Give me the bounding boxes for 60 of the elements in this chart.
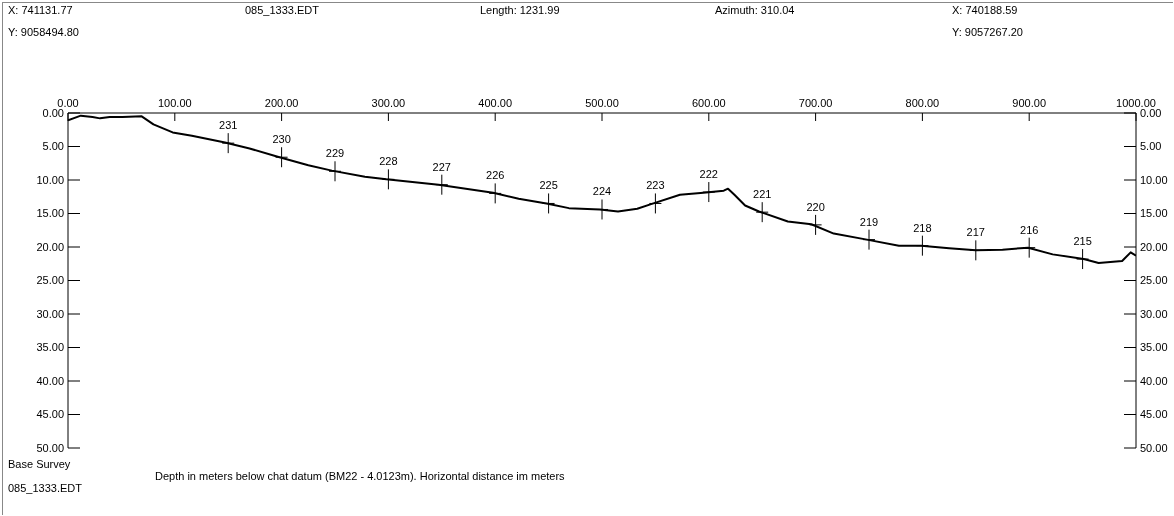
text: Azimuth: 310.04 [715,4,795,16]
y-tick-label: 50.00 [36,441,64,454]
y2-tick-label: 0.00 [1140,106,1162,119]
annotation: 230 [272,133,291,146]
x-tick-label: 700.00 [798,97,833,109]
y-tick-label: 45.00 [36,408,64,421]
y-tick-label: 0.00 [42,106,64,119]
annotation: 227 [432,160,451,173]
text: X: 741131.77 [8,4,73,16]
x-tick-label: 500.00 [585,97,619,109]
y-tick-label: 20.00 [36,240,64,253]
y2-tick-label: 5.00 [1140,140,1162,153]
y2-tick-label: 45.00 [1140,408,1168,421]
annotation: 220 [806,200,825,213]
y2-tick-label: 50.00 [1140,441,1168,454]
x-tick-label: 200.00 [264,97,299,109]
text: Length: 1231.99 [480,4,560,16]
text: Depth in meters below chat datum (BM22 - 4.0123m). Horizontal distance im meters [155,470,565,482]
x-tick-label: 400.00 [478,97,513,109]
text: Y: 9058494.80 [8,26,79,38]
y-tick-label: 25.00 [36,274,64,287]
annotation: 225 [539,179,558,192]
text: Base Survey [8,458,71,470]
x-tick-label: 300.00 [371,97,406,109]
y2-tick-label: 10.00 [1140,173,1168,186]
y-tick-label: 15.00 [36,207,64,220]
annotation: 228 [379,155,398,168]
annotation: 217 [966,226,985,239]
y-tick-label: 10.00 [36,173,64,186]
y2-tick-label: 40.00 [1140,374,1168,387]
y2-tick-label: 30.00 [1140,307,1168,320]
annotation: 218 [913,221,932,234]
y-tick-label: 35.00 [36,341,64,354]
x-tick-label: 800.00 [905,97,940,109]
y2-tick-label: 15.00 [1140,207,1168,220]
x-tick-label: 100.00 [157,97,192,109]
annotation: 223 [646,179,665,192]
y2-tick-label: 20.00 [1140,240,1168,253]
text: 085_1333.EDT [8,482,82,494]
text: Y: 9057267.20 [952,26,1023,38]
annotation: 224 [592,185,612,198]
annotation: 221 [753,188,772,201]
annotation: 216 [1020,223,1039,236]
y2-tick-label: 35.00 [1140,341,1168,354]
annotation: 231 [219,119,238,132]
annotation: 226 [486,169,505,182]
text: X: 740188.59 [952,4,1018,16]
annotation: 229 [325,147,345,160]
x-tick-label: 600.00 [691,97,726,109]
annotation: 215 [1073,235,1092,248]
y2-tick-label: 25.00 [1140,274,1168,287]
y-tick-label: 30.00 [36,307,64,320]
x-tick-label: 1000.00 [1116,97,1156,109]
y-tick-label: 40.00 [36,374,64,387]
x-tick-label: 0.00 [57,97,79,109]
chart-title: 085_1333.EDT [245,4,319,16]
annotation: 222 [699,168,718,181]
x-tick-label: 900.00 [1012,97,1047,109]
annotation: 219 [859,215,879,228]
y-tick-label: 5.00 [42,140,64,153]
